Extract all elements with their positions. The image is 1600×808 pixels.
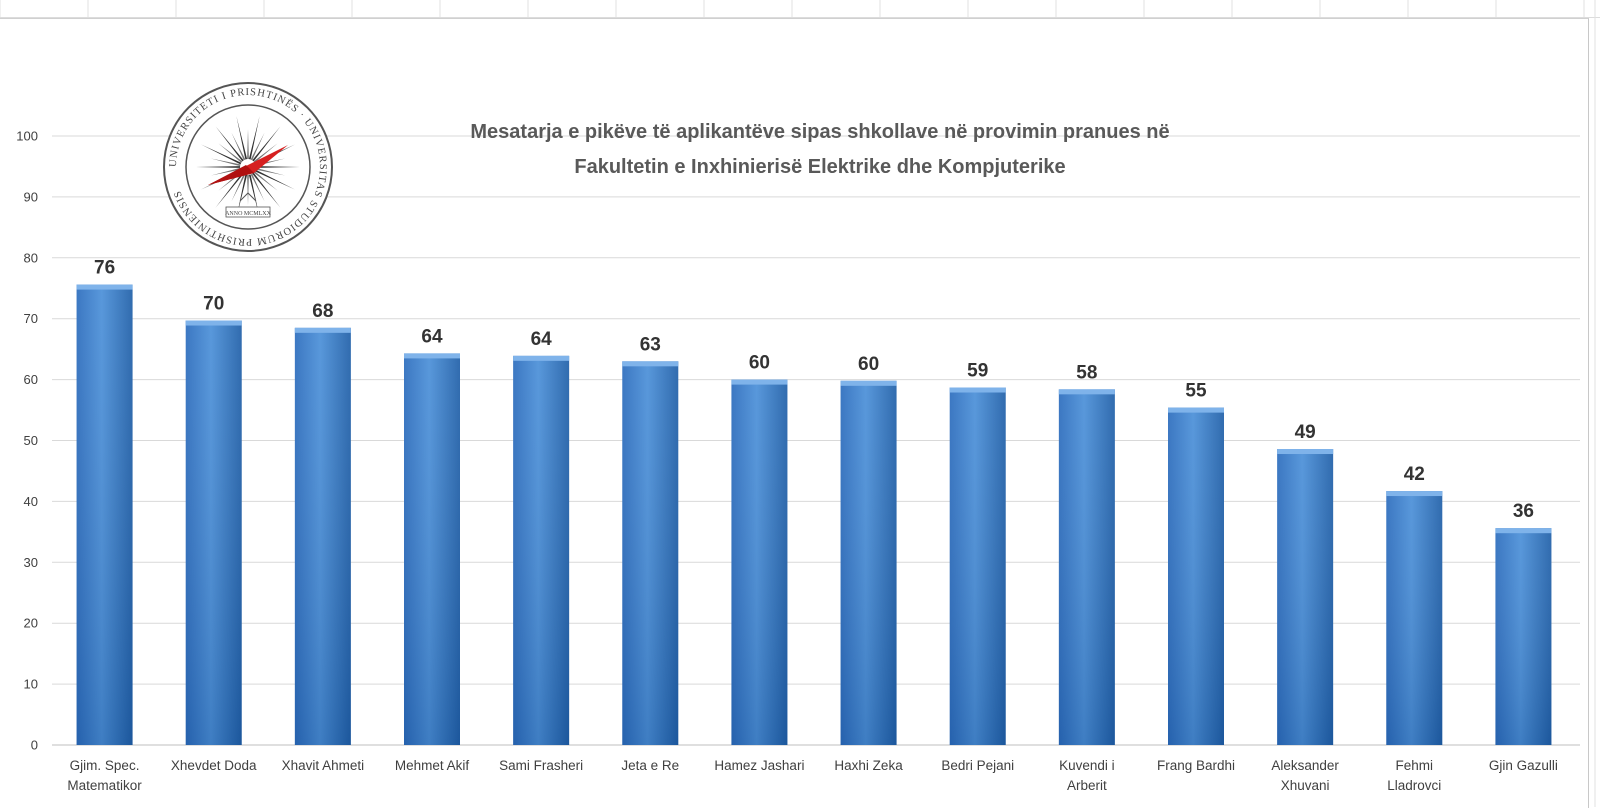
data-label: 49 — [1295, 422, 1316, 443]
x-tick-label: Gjin Gazulli — [1489, 758, 1558, 773]
x-tick-label: Aleksander — [1271, 758, 1339, 773]
chart-area: 0 10 20 30 40 50 60 70 80 90 100 76 70 68 64 64 63 60 60 5… — [0, 18, 1589, 808]
data-label: 76 — [94, 258, 115, 279]
bar-chart: 0 10 20 30 40 50 60 70 80 90 100 76 70 68 64 64 63 60 60 5… — [16, 82, 1580, 793]
bar — [1277, 449, 1334, 745]
y-tick-label: 20 — [24, 616, 38, 631]
x-tick-label: Arberit — [1067, 778, 1107, 793]
y-tick-label: 70 — [24, 311, 38, 326]
bar — [840, 380, 897, 745]
y-tick-label: 90 — [24, 189, 38, 204]
x-tick-label: Hamez Jashari — [714, 758, 804, 773]
x-tick-label: Jeta e Re — [621, 758, 679, 773]
y-tick-label: 40 — [24, 494, 38, 509]
bar — [76, 284, 133, 745]
y-tick-label: 60 — [24, 372, 38, 387]
university-seal-logo: UNIVERSITETI I PRISHTINËS · UNIVERSITAS … — [163, 82, 333, 252]
x-tick-label: Gjim. Spec. — [70, 758, 140, 773]
bar — [1058, 389, 1115, 745]
x-tick-label: Xhavit Ahmeti — [282, 758, 365, 773]
x-tick-label: Xhuvani — [1281, 778, 1330, 793]
bars — [76, 284, 1552, 745]
data-label: 55 — [1185, 381, 1207, 402]
data-label: 60 — [858, 354, 879, 375]
bar — [404, 353, 460, 745]
data-label: 58 — [1076, 362, 1097, 383]
y-axis-ticks: 0 10 20 30 40 50 60 70 80 90 100 — [16, 129, 38, 753]
bar — [1168, 407, 1224, 745]
y-tick-label: 100 — [16, 129, 38, 144]
bar — [731, 379, 788, 745]
y-tick-label: 30 — [24, 555, 38, 570]
chart-title-line-2: Fakultetin e Inxhinierisë Elektrike dhe … — [574, 156, 1066, 178]
logo-year-text: ANNO MCMLXX — [225, 211, 272, 217]
y-tick-label: 80 — [24, 250, 38, 265]
data-label: 63 — [640, 334, 661, 355]
y-tick-label: 50 — [24, 433, 38, 448]
bar — [185, 320, 242, 745]
data-label: 64 — [421, 326, 443, 347]
data-label: 70 — [203, 294, 224, 315]
bar — [622, 361, 679, 745]
bar — [294, 327, 351, 745]
x-tick-label: Sami Frasheri — [499, 758, 583, 773]
data-label: 42 — [1404, 464, 1425, 485]
x-tick-label: Bedri Pejani — [941, 758, 1014, 773]
data-label: 64 — [531, 329, 553, 350]
y-tick-label: 0 — [31, 738, 38, 753]
data-label: 60 — [749, 353, 770, 374]
x-axis-ticks: Gjim. Spec. Matematikor Xhevdet Doda Xhavit… — [67, 758, 1558, 793]
data-label: 36 — [1513, 501, 1534, 522]
bar — [1495, 528, 1552, 745]
chart-title-line-1: Mesatarja e pikëve të aplikantëve sipas … — [470, 121, 1170, 143]
bar — [1386, 491, 1443, 745]
y-tick-label: 10 — [24, 677, 38, 692]
x-tick-label: Lladrovci — [1387, 778, 1441, 793]
bar — [513, 355, 570, 745]
x-tick-label: Haxhi Zeka — [834, 758, 903, 773]
x-tick-label: Mehmet Akif — [395, 758, 470, 773]
data-label: 59 — [967, 361, 988, 382]
x-tick-label: Fehmi — [1396, 758, 1434, 773]
x-tick-label: Xhevdet Doda — [171, 758, 257, 773]
x-tick-label: Matematikor — [67, 778, 142, 793]
bar — [949, 387, 1006, 745]
data-label: 68 — [312, 301, 333, 322]
x-tick-label: Frang Bardhi — [1157, 758, 1235, 773]
data-labels: 76 70 68 64 64 63 60 60 59 58 55 49 42 36 — [94, 258, 1534, 523]
x-tick-label: Kuvendi i — [1059, 758, 1115, 773]
